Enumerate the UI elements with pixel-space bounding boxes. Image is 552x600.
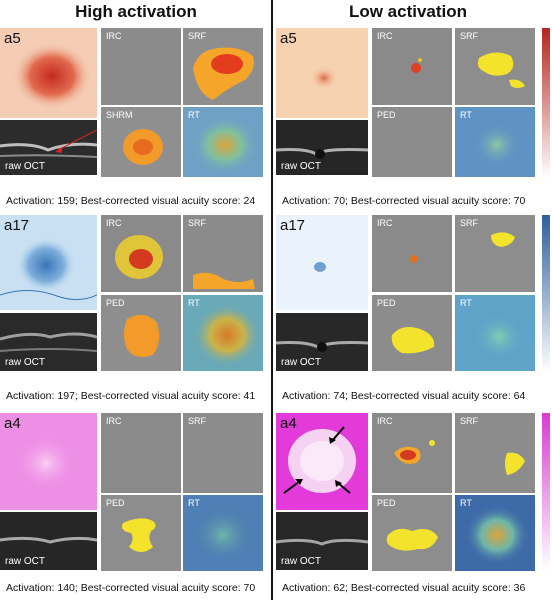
srf-label: SRF (188, 416, 206, 426)
srf-label: SRF (460, 416, 478, 426)
shrm-label: SHRM (106, 110, 133, 120)
srf-label: SRF (188, 218, 206, 228)
ped-label: PED (106, 498, 125, 508)
caption-low-a17: Activation: 74; Best-corrected visual ac… (282, 390, 526, 402)
irc-map-high-a4: IRC (101, 413, 181, 493)
srf-label: SRF (188, 31, 206, 41)
activation-map-high-a5: a5 (0, 28, 97, 118)
row-label: a17 (280, 217, 306, 234)
rt-label: RT (460, 498, 472, 508)
irc-map-low-a4: IRC (372, 413, 452, 493)
colorbar-a17 (542, 215, 550, 372)
heading-high-activation: High activation (75, 2, 197, 21)
row-label: a5 (4, 30, 21, 47)
irc-label: IRC (106, 416, 122, 426)
rt-label: RT (188, 298, 200, 308)
activation-map-low-a4: a4 (276, 413, 368, 510)
rt-map-low-a17: RT (455, 295, 535, 371)
rt-map-high-a5: RT (183, 107, 263, 177)
srf-label: SRF (460, 218, 478, 228)
irc-map-low-a5: IRC (372, 28, 452, 105)
srf-map-low-a4: SRF (455, 413, 535, 493)
raw-oct-high-a5: raw OCT (0, 120, 97, 175)
rt-label: RT (460, 110, 472, 120)
raw-oct-high-a17: raw OCT (0, 313, 97, 371)
raw-oct-label: raw OCT (281, 161, 321, 172)
row-label: a5 (280, 30, 297, 47)
activation-map-high-a4: a4 (0, 413, 97, 510)
raw-oct-low-a4: raw OCT (276, 512, 368, 570)
row-label: a4 (4, 415, 21, 432)
activation-map-low-a5: a5 (276, 28, 368, 118)
ped-map-high-a4: PED (101, 495, 181, 571)
irc-label: IRC (377, 218, 393, 228)
irc-label: IRC (377, 416, 393, 426)
srf-map-low-a17: SRF (455, 215, 535, 292)
raw-oct-label: raw OCT (281, 556, 321, 567)
shrm-map-high-a5: SHRM (101, 107, 181, 177)
srf-map-high-a5: SRF (183, 28, 263, 105)
ped-label: PED (377, 298, 396, 308)
caption-high-a5: Activation: 159; Best-corrected visual a… (6, 195, 256, 207)
rt-label: RT (188, 498, 200, 508)
raw-oct-low-a17: raw OCT (276, 313, 368, 371)
srf-map-low-a5: SRF (455, 28, 535, 105)
srf-map-high-a4: SRF (183, 413, 263, 493)
ped-map-low-a4: PED (372, 495, 452, 571)
irc-map-low-a17: IRC (372, 215, 452, 292)
ped-map-low-a17: PED (372, 295, 452, 371)
rt-map-low-a5: RT (455, 107, 535, 177)
ped-label: PED (377, 498, 396, 508)
ped-map-high-a17: PED (101, 295, 181, 371)
ped-label: PED (377, 110, 396, 120)
colorbar-a5 (542, 28, 550, 178)
heading-low-activation: Low activation (348, 2, 468, 21)
row-label: a17 (4, 217, 30, 234)
raw-oct-label: raw OCT (5, 357, 45, 368)
colorbar-a4 (542, 413, 550, 571)
raw-oct-label: raw OCT (5, 556, 45, 567)
raw-oct-high-a4: raw OCT (0, 512, 97, 570)
row-label: a4 (280, 415, 297, 432)
caption-high-a4: Activation: 140; Best-corrected visual a… (6, 582, 256, 594)
caption-high-a17: Activation: 197; Best-corrected visual a… (6, 390, 256, 402)
rt-map-high-a4: RT (183, 495, 263, 571)
srf-map-high-a17: SRF (183, 215, 263, 292)
irc-label: IRC (377, 31, 393, 41)
rt-label: RT (460, 298, 472, 308)
panel-divider (271, 0, 273, 600)
activation-map-high-a17: a17 (0, 215, 97, 310)
raw-oct-label: raw OCT (5, 161, 45, 172)
irc-map-high-a5: IRC (101, 28, 181, 105)
ped-map-low-a5: PED (372, 107, 452, 177)
raw-oct-label: raw OCT (281, 357, 321, 368)
irc-label: IRC (106, 31, 122, 41)
irc-map-high-a17: IRC (101, 215, 181, 292)
ped-label: PED (106, 298, 125, 308)
rt-label: RT (188, 110, 200, 120)
srf-label: SRF (460, 31, 478, 41)
rt-map-high-a17: RT (183, 295, 263, 371)
raw-oct-low-a5: raw OCT (276, 120, 368, 175)
activation-map-low-a17: a17 (276, 215, 368, 310)
irc-label: IRC (106, 218, 122, 228)
rt-map-low-a4: RT (455, 495, 535, 571)
caption-low-a4: Activation: 62; Best-corrected visual ac… (282, 582, 526, 594)
caption-low-a5: Activation: 70; Best-corrected visual ac… (282, 195, 526, 207)
